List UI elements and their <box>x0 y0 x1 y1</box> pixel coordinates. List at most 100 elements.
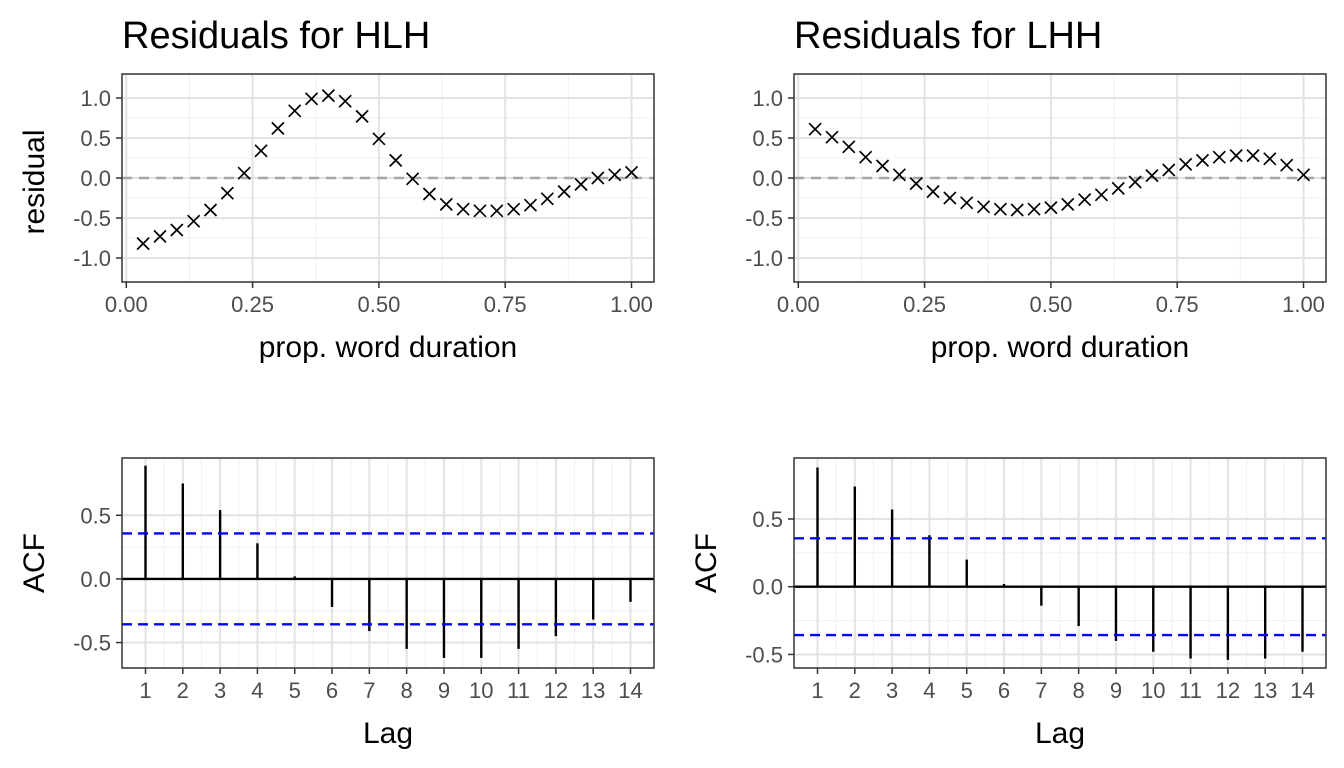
panel-border <box>121 73 655 283</box>
panel-border <box>793 457 1327 669</box>
data-point <box>993 202 1007 216</box>
x-tick-label: 0.00 <box>777 292 820 317</box>
data-point <box>422 187 437 201</box>
panel-1: 0.00 0.25 0.50 0.75 1.00 -1.0 -0.5 0.0 0.5 1.0 Res… <box>18 15 655 364</box>
y-tick-label: -0.5 <box>73 206 111 231</box>
data-point <box>1044 200 1058 215</box>
data-point <box>1145 168 1159 183</box>
x-tick-label: 7 <box>363 678 375 703</box>
data-point <box>1179 157 1193 172</box>
data-point <box>406 172 420 186</box>
x-tick-label: 10 <box>469 678 493 703</box>
x-tick-label: 1.00 <box>1282 292 1325 317</box>
data-point <box>1212 150 1226 164</box>
data-point <box>456 202 470 216</box>
acf-bars <box>816 467 1304 660</box>
data-point <box>1280 158 1294 172</box>
data-point <box>1077 192 1092 207</box>
data-point <box>389 153 403 168</box>
data-point <box>926 184 940 199</box>
data-point <box>1296 168 1311 182</box>
x-tick-label: 0.25 <box>231 292 274 317</box>
y-tick-label: -1.0 <box>73 246 111 271</box>
y-tick-label: 0.0 <box>80 166 111 191</box>
x-tick-label: 3 <box>886 678 898 703</box>
data-point <box>608 168 622 182</box>
x-tick-label: 0.00 <box>105 292 148 317</box>
x-tick-label: 6 <box>326 678 338 703</box>
data-point <box>271 121 285 136</box>
data-point <box>574 177 588 192</box>
data-point <box>523 198 538 212</box>
data-point <box>859 150 873 164</box>
x-tick-label: 14 <box>1290 678 1314 703</box>
x-tick-label: 12 <box>544 678 568 703</box>
x-tick-label: 7 <box>1035 678 1047 703</box>
data-point <box>1229 148 1243 163</box>
y-axis-title: ACF <box>18 533 51 593</box>
x-tick-label: 9 <box>438 678 450 703</box>
data-point <box>591 171 605 185</box>
data-point <box>943 191 957 205</box>
data-point <box>1010 203 1024 217</box>
data-point <box>338 94 352 108</box>
x-tick-label: 5 <box>961 678 973 703</box>
data-point <box>624 165 639 180</box>
x-tick-label: 0.25 <box>903 292 946 317</box>
x-tick-label: 3 <box>214 678 226 703</box>
panel-border <box>793 73 1327 283</box>
data-point <box>960 196 974 210</box>
data-point <box>1128 175 1142 189</box>
data-point <box>170 223 184 237</box>
data-point <box>288 104 302 118</box>
chart-title: Residuals for HLH <box>122 15 430 57</box>
x-axis-title: Lag <box>1035 717 1085 750</box>
y-tick-label: 0.0 <box>752 575 783 600</box>
chart-title: Residuals for LHH <box>794 15 1102 57</box>
data-point <box>355 109 369 124</box>
x-tick-label: 0.50 <box>357 292 400 317</box>
data-point <box>1027 202 1041 216</box>
data-point <box>540 192 554 206</box>
y-tick-label: -0.5 <box>745 642 783 667</box>
data-point <box>1162 163 1176 177</box>
x-tick-label: 2 <box>177 678 189 703</box>
grid <box>122 458 654 668</box>
data-point <box>842 140 856 154</box>
x-tick-label: 11 <box>507 678 530 703</box>
x-tick-label: 11 <box>1179 678 1202 703</box>
y-tick-label: 1.0 <box>752 86 783 111</box>
x-tick-label: 9 <box>1110 678 1122 703</box>
panel-border <box>121 457 655 669</box>
y-tick-label: -0.5 <box>745 206 783 231</box>
y-axis-title: ACF <box>690 533 723 593</box>
data-point <box>187 214 201 228</box>
data-point <box>909 176 923 191</box>
x-axis-title: prop. word duration <box>259 331 518 364</box>
y-tick-label: 0.5 <box>752 507 783 532</box>
data-point <box>304 92 319 106</box>
y-tick-label: 0.5 <box>80 503 111 528</box>
data-point <box>439 197 453 212</box>
data-points <box>136 88 639 251</box>
x-tick-label: 5 <box>289 678 301 703</box>
x-tick-label: 13 <box>581 678 605 703</box>
data-point <box>220 186 234 200</box>
x-tick-label: 4 <box>923 678 935 703</box>
data-point <box>237 166 251 180</box>
panel-2: 0.00 0.25 0.50 0.75 1.00 -1.0 -0.5 0.0 0.5 1.0 Res… <box>745 15 1327 364</box>
data-point <box>153 229 167 244</box>
data-point <box>1263 152 1277 166</box>
x-axis-title: prop. word duration <box>931 331 1190 364</box>
x-tick-label: 8 <box>1073 678 1085 703</box>
y-tick-label: 1.0 <box>80 86 111 111</box>
data-point <box>473 204 487 218</box>
data-points <box>808 122 1311 217</box>
data-point <box>976 200 991 214</box>
x-tick-label: 10 <box>1141 678 1165 703</box>
x-axis-title: Lag <box>363 717 413 750</box>
y-tick-label: 0.0 <box>752 166 783 191</box>
y-tick-label: 0.0 <box>80 567 111 592</box>
